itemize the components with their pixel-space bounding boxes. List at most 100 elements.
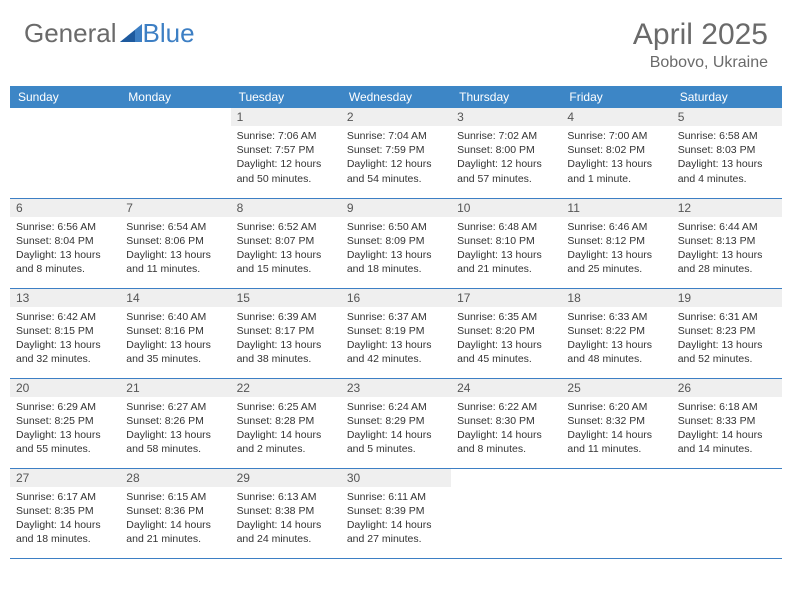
weekday-header: Friday <box>561 86 671 108</box>
day-number: 27 <box>10 469 120 487</box>
sunrise-line: Sunrise: 6:58 AM <box>678 130 758 142</box>
sunset-line: Sunset: 8:09 PM <box>347 235 425 247</box>
sunset-line: Sunset: 8:13 PM <box>678 235 756 247</box>
day-info: Sunrise: 6:31 AMSunset: 8:23 PMDaylight:… <box>672 307 782 367</box>
day-cell: 22Sunrise: 6:25 AMSunset: 8:28 PMDayligh… <box>231 378 341 468</box>
day-number: 5 <box>672 108 782 126</box>
sunset-line: Sunset: 8:35 PM <box>16 505 94 517</box>
day-cell: 4Sunrise: 7:00 AMSunset: 8:02 PMDaylight… <box>561 108 671 198</box>
day-cell: 26Sunrise: 6:18 AMSunset: 8:33 PMDayligh… <box>672 378 782 468</box>
day-info: Sunrise: 6:37 AMSunset: 8:19 PMDaylight:… <box>341 307 451 367</box>
day-cell: 7Sunrise: 6:54 AMSunset: 8:06 PMDaylight… <box>120 198 230 288</box>
title-block: April 2025 Bobovo, Ukraine <box>633 18 768 72</box>
day-number: 21 <box>120 379 230 397</box>
day-cell: 21Sunrise: 6:27 AMSunset: 8:26 PMDayligh… <box>120 378 230 468</box>
sunset-line: Sunset: 8:02 PM <box>567 144 645 156</box>
daylight-line: Daylight: 14 hours and 11 minutes. <box>567 429 652 455</box>
day-number: 16 <box>341 289 451 307</box>
sunrise-line: Sunrise: 6:44 AM <box>678 221 758 233</box>
weekday-header: Wednesday <box>341 86 451 108</box>
sunrise-line: Sunrise: 6:39 AM <box>237 311 317 323</box>
day-number: 23 <box>341 379 451 397</box>
day-cell: 19Sunrise: 6:31 AMSunset: 8:23 PMDayligh… <box>672 288 782 378</box>
sunrise-line: Sunrise: 6:15 AM <box>126 491 206 503</box>
empty-cell <box>451 468 561 558</box>
daylight-line: Daylight: 13 hours and 32 minutes. <box>16 339 101 365</box>
weekday-header: Saturday <box>672 86 782 108</box>
day-cell: 28Sunrise: 6:15 AMSunset: 8:36 PMDayligh… <box>120 468 230 558</box>
sunset-line: Sunset: 8:17 PM <box>237 325 315 337</box>
sunset-line: Sunset: 8:25 PM <box>16 415 94 427</box>
day-cell: 20Sunrise: 6:29 AMSunset: 8:25 PMDayligh… <box>10 378 120 468</box>
calendar-row: 1Sunrise: 7:06 AMSunset: 7:57 PMDaylight… <box>10 108 782 198</box>
sunset-line: Sunset: 8:04 PM <box>16 235 94 247</box>
day-number: 9 <box>341 199 451 217</box>
day-info: Sunrise: 6:22 AMSunset: 8:30 PMDaylight:… <box>451 397 561 457</box>
day-number: 20 <box>10 379 120 397</box>
calendar-row: 27Sunrise: 6:17 AMSunset: 8:35 PMDayligh… <box>10 468 782 558</box>
day-info: Sunrise: 6:39 AM Sunset: 8:17 PM Daylight:… <box>231 307 341 367</box>
calendar-table: SundayMondayTuesdayWednesdayThursdayFrid… <box>10 86 782 559</box>
daylight-line: Daylight: 13 hours and 25 minutes. <box>567 249 652 275</box>
day-number: 18 <box>561 289 671 307</box>
sunrise-line: Sunrise: 7:06 AM <box>237 130 317 142</box>
day-cell: 17Sunrise: 6:35 AMSunset: 8:20 PMDayligh… <box>451 288 561 378</box>
sunrise-line: Sunrise: 6:29 AM <box>16 401 96 413</box>
daylight-line: Daylight: 13 hours and 18 minutes. <box>347 249 432 275</box>
brand-triangle-icon <box>120 24 142 42</box>
sunrise-line: Sunrise: 7:04 AM <box>347 130 427 142</box>
daylight-line: Daylight: 13 hours and 15 minutes. <box>237 249 322 275</box>
daylight-line: Daylight: 14 hours and 8 minutes. <box>457 429 542 455</box>
day-cell: 15Sunrise: 6:39 AMSunset: 8:17 PMDayligh… <box>231 288 341 378</box>
day-info: Sunrise: 6:15 AMSunset: 8:36 PMDaylight:… <box>120 487 230 547</box>
day-cell: 13Sunrise: 6:42 AMSunset: 8:15 PMDayligh… <box>10 288 120 378</box>
day-cell: 12Sunrise: 6:44 AMSunset: 8:13 PMDayligh… <box>672 198 782 288</box>
day-info: Sunrise: 6:24 AMSunset: 8:29 PMDaylight:… <box>341 397 451 457</box>
sunset-line: Sunset: 8:23 PM <box>678 325 756 337</box>
day-number: 1 <box>231 108 341 126</box>
day-info: Sunrise: 7:04 AMSunset: 7:59 PMDaylight:… <box>341 126 451 186</box>
day-info: Sunrise: 6:54 AMSunset: 8:06 PMDaylight:… <box>120 217 230 277</box>
sunset-line: Sunset: 8:30 PM <box>457 415 535 427</box>
daylight-line: Daylight: 13 hours and 38 minutes. <box>237 339 322 365</box>
sunrise-line: Sunrise: 6:35 AM <box>457 311 537 323</box>
daylight-line: Daylight: 12 hours and 50 minutes. <box>237 158 322 184</box>
daylight-line: Daylight: 13 hours and 28 minutes. <box>678 249 763 275</box>
daylight-line: Daylight: 14 hours and 27 minutes. <box>347 519 432 545</box>
sunset-line: Sunset: 8:00 PM <box>457 144 535 156</box>
weekday-header: Tuesday <box>231 86 341 108</box>
daylight-line: Daylight: 13 hours and 45 minutes. <box>457 339 542 365</box>
day-cell: 1Sunrise: 7:06 AMSunset: 7:57 PMDaylight… <box>231 108 341 198</box>
day-cell: 18Sunrise: 6:33 AMSunset: 8:22 PMDayligh… <box>561 288 671 378</box>
weekday-header: Thursday <box>451 86 561 108</box>
day-number: 6 <box>10 199 120 217</box>
daylight-line: Daylight: 13 hours and 8 minutes. <box>16 249 101 275</box>
empty-cell <box>672 468 782 558</box>
weekday-header: Monday <box>120 86 230 108</box>
sunset-line: Sunset: 7:59 PM <box>347 144 425 156</box>
day-number: 2 <box>341 108 451 126</box>
sunrise-line: Sunrise: 6:54 AM <box>126 221 206 233</box>
day-cell: 2Sunrise: 7:04 AMSunset: 7:59 PMDaylight… <box>341 108 451 198</box>
day-info: Sunrise: 6:27 AMSunset: 8:26 PMDaylight:… <box>120 397 230 457</box>
sunrise-line: Sunrise: 6:33 AM <box>567 311 647 323</box>
day-number: 30 <box>341 469 451 487</box>
day-cell: 25Sunrise: 6:20 AMSunset: 8:32 PMDayligh… <box>561 378 671 468</box>
month-title: April 2025 <box>633 18 768 52</box>
day-number: 7 <box>120 199 230 217</box>
daylight-line: Daylight: 13 hours and 4 minutes. <box>678 158 763 184</box>
day-number: 14 <box>120 289 230 307</box>
daylight-line: Daylight: 13 hours and 52 minutes. <box>678 339 763 365</box>
sunset-line: Sunset: 8:03 PM <box>678 144 756 156</box>
sunset-line: Sunset: 8:38 PM <box>237 505 315 517</box>
day-number: 25 <box>561 379 671 397</box>
daylight-line: Daylight: 13 hours and 11 minutes. <box>126 249 211 275</box>
day-cell: 11Sunrise: 6:46 AMSunset: 8:12 PMDayligh… <box>561 198 671 288</box>
sunset-line: Sunset: 8:39 PM <box>347 505 425 517</box>
day-cell: 9Sunrise: 6:50 AMSunset: 8:09 PMDaylight… <box>341 198 451 288</box>
day-cell: 14Sunrise: 6:40 AMSunset: 8:16 PMDayligh… <box>120 288 230 378</box>
daylight-line: Daylight: 14 hours and 14 minutes. <box>678 429 763 455</box>
day-cell: 6Sunrise: 6:56 AMSunset: 8:04 PMDaylight… <box>10 198 120 288</box>
empty-cell <box>561 468 671 558</box>
day-info: Sunrise: 6:18 AMSunset: 8:33 PMDaylight:… <box>672 397 782 457</box>
